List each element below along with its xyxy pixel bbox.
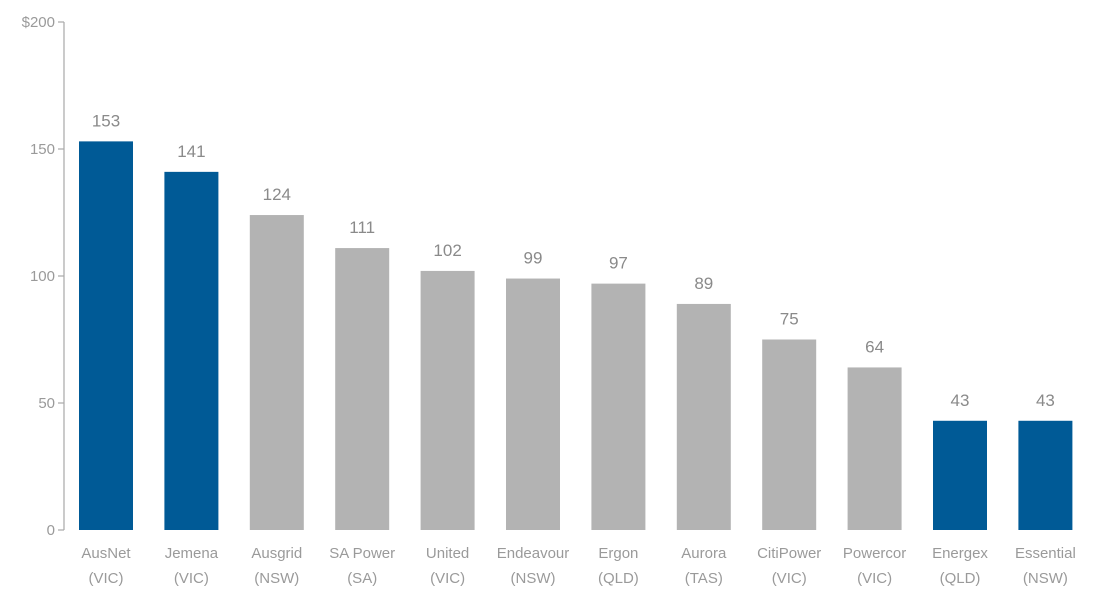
category-state-label: (QLD) (598, 570, 639, 587)
category-state-label: (TAS) (685, 570, 723, 587)
category-state-label: (VIC) (857, 570, 892, 587)
bar-united (420, 270, 475, 530)
category-name-label: AusNet (81, 545, 131, 562)
category-name-label: Endeavour (497, 545, 570, 562)
category-name-label: Jemena (165, 545, 219, 562)
bar-ausnet (79, 141, 133, 530)
category-name-label: CitiPower (757, 545, 821, 562)
y-tick-label: 50 (38, 395, 55, 412)
category-name-label: SA Power (329, 545, 395, 562)
bar-value-label: 97 (609, 254, 628, 273)
category-name-label: Energex (932, 545, 988, 562)
bar-aurora (676, 303, 731, 530)
category-state-label: (NSW) (1023, 570, 1068, 587)
category-name-label: Powercor (843, 545, 906, 562)
category-state-label: (VIC) (174, 570, 209, 587)
bar-value-label: 64 (865, 337, 884, 356)
category-state-label: (VIC) (89, 570, 124, 587)
category-name-label: Ausgrid (251, 545, 302, 562)
bar-value-label: 111 (349, 218, 375, 237)
bar-citipower (762, 339, 817, 530)
category-name-label: United (426, 545, 469, 562)
bar-value-label: 141 (177, 142, 205, 161)
bar-ausgrid (249, 215, 304, 531)
bar-value-label: 75 (780, 310, 799, 329)
bar-value-label: 153 (92, 111, 120, 130)
bar-sa-power (335, 248, 390, 530)
category-name-label: Ergon (598, 545, 638, 562)
category-state-label: (NSW) (511, 570, 556, 587)
category-state-label: (VIC) (772, 570, 807, 587)
bars-group (79, 141, 1073, 531)
data-labels-group: 153 141 124 111 102 99 97 89 75 64 43 43 (92, 111, 1055, 409)
category-name-label: Essential (1015, 545, 1076, 562)
bar-value-label: 124 (263, 185, 291, 204)
category-state-label: (QLD) (940, 570, 981, 587)
y-axis: 0 50 100 150 $200 (22, 14, 65, 539)
bar-endeavour (506, 278, 560, 530)
bar-value-label: 43 (1036, 391, 1055, 410)
category-name-label: Aurora (681, 545, 727, 562)
y-tick-label: 150 (30, 141, 55, 158)
bar-value-label: 43 (951, 391, 970, 410)
category-state-label: (NSW) (254, 570, 299, 587)
bar-value-label: 102 (433, 241, 461, 260)
y-tick-label: 0 (47, 522, 55, 539)
category-state-label: (SA) (347, 570, 377, 587)
x-axis-labels-group: AusNet (VIC) Jemena (VIC) Ausgrid (NSW) SA Pow… (81, 545, 1075, 587)
bar-essential (1018, 420, 1073, 530)
bar-energex (933, 420, 987, 530)
bar-value-label: 89 (694, 274, 713, 293)
y-tick-label: 100 (30, 268, 55, 285)
bar-jemena (164, 171, 219, 531)
category-state-label: (VIC) (430, 570, 465, 587)
bar-ergon (591, 283, 646, 530)
bar-powercor (847, 367, 902, 530)
y-tick-label: $200 (22, 14, 55, 31)
bar-value-label: 99 (524, 249, 543, 268)
